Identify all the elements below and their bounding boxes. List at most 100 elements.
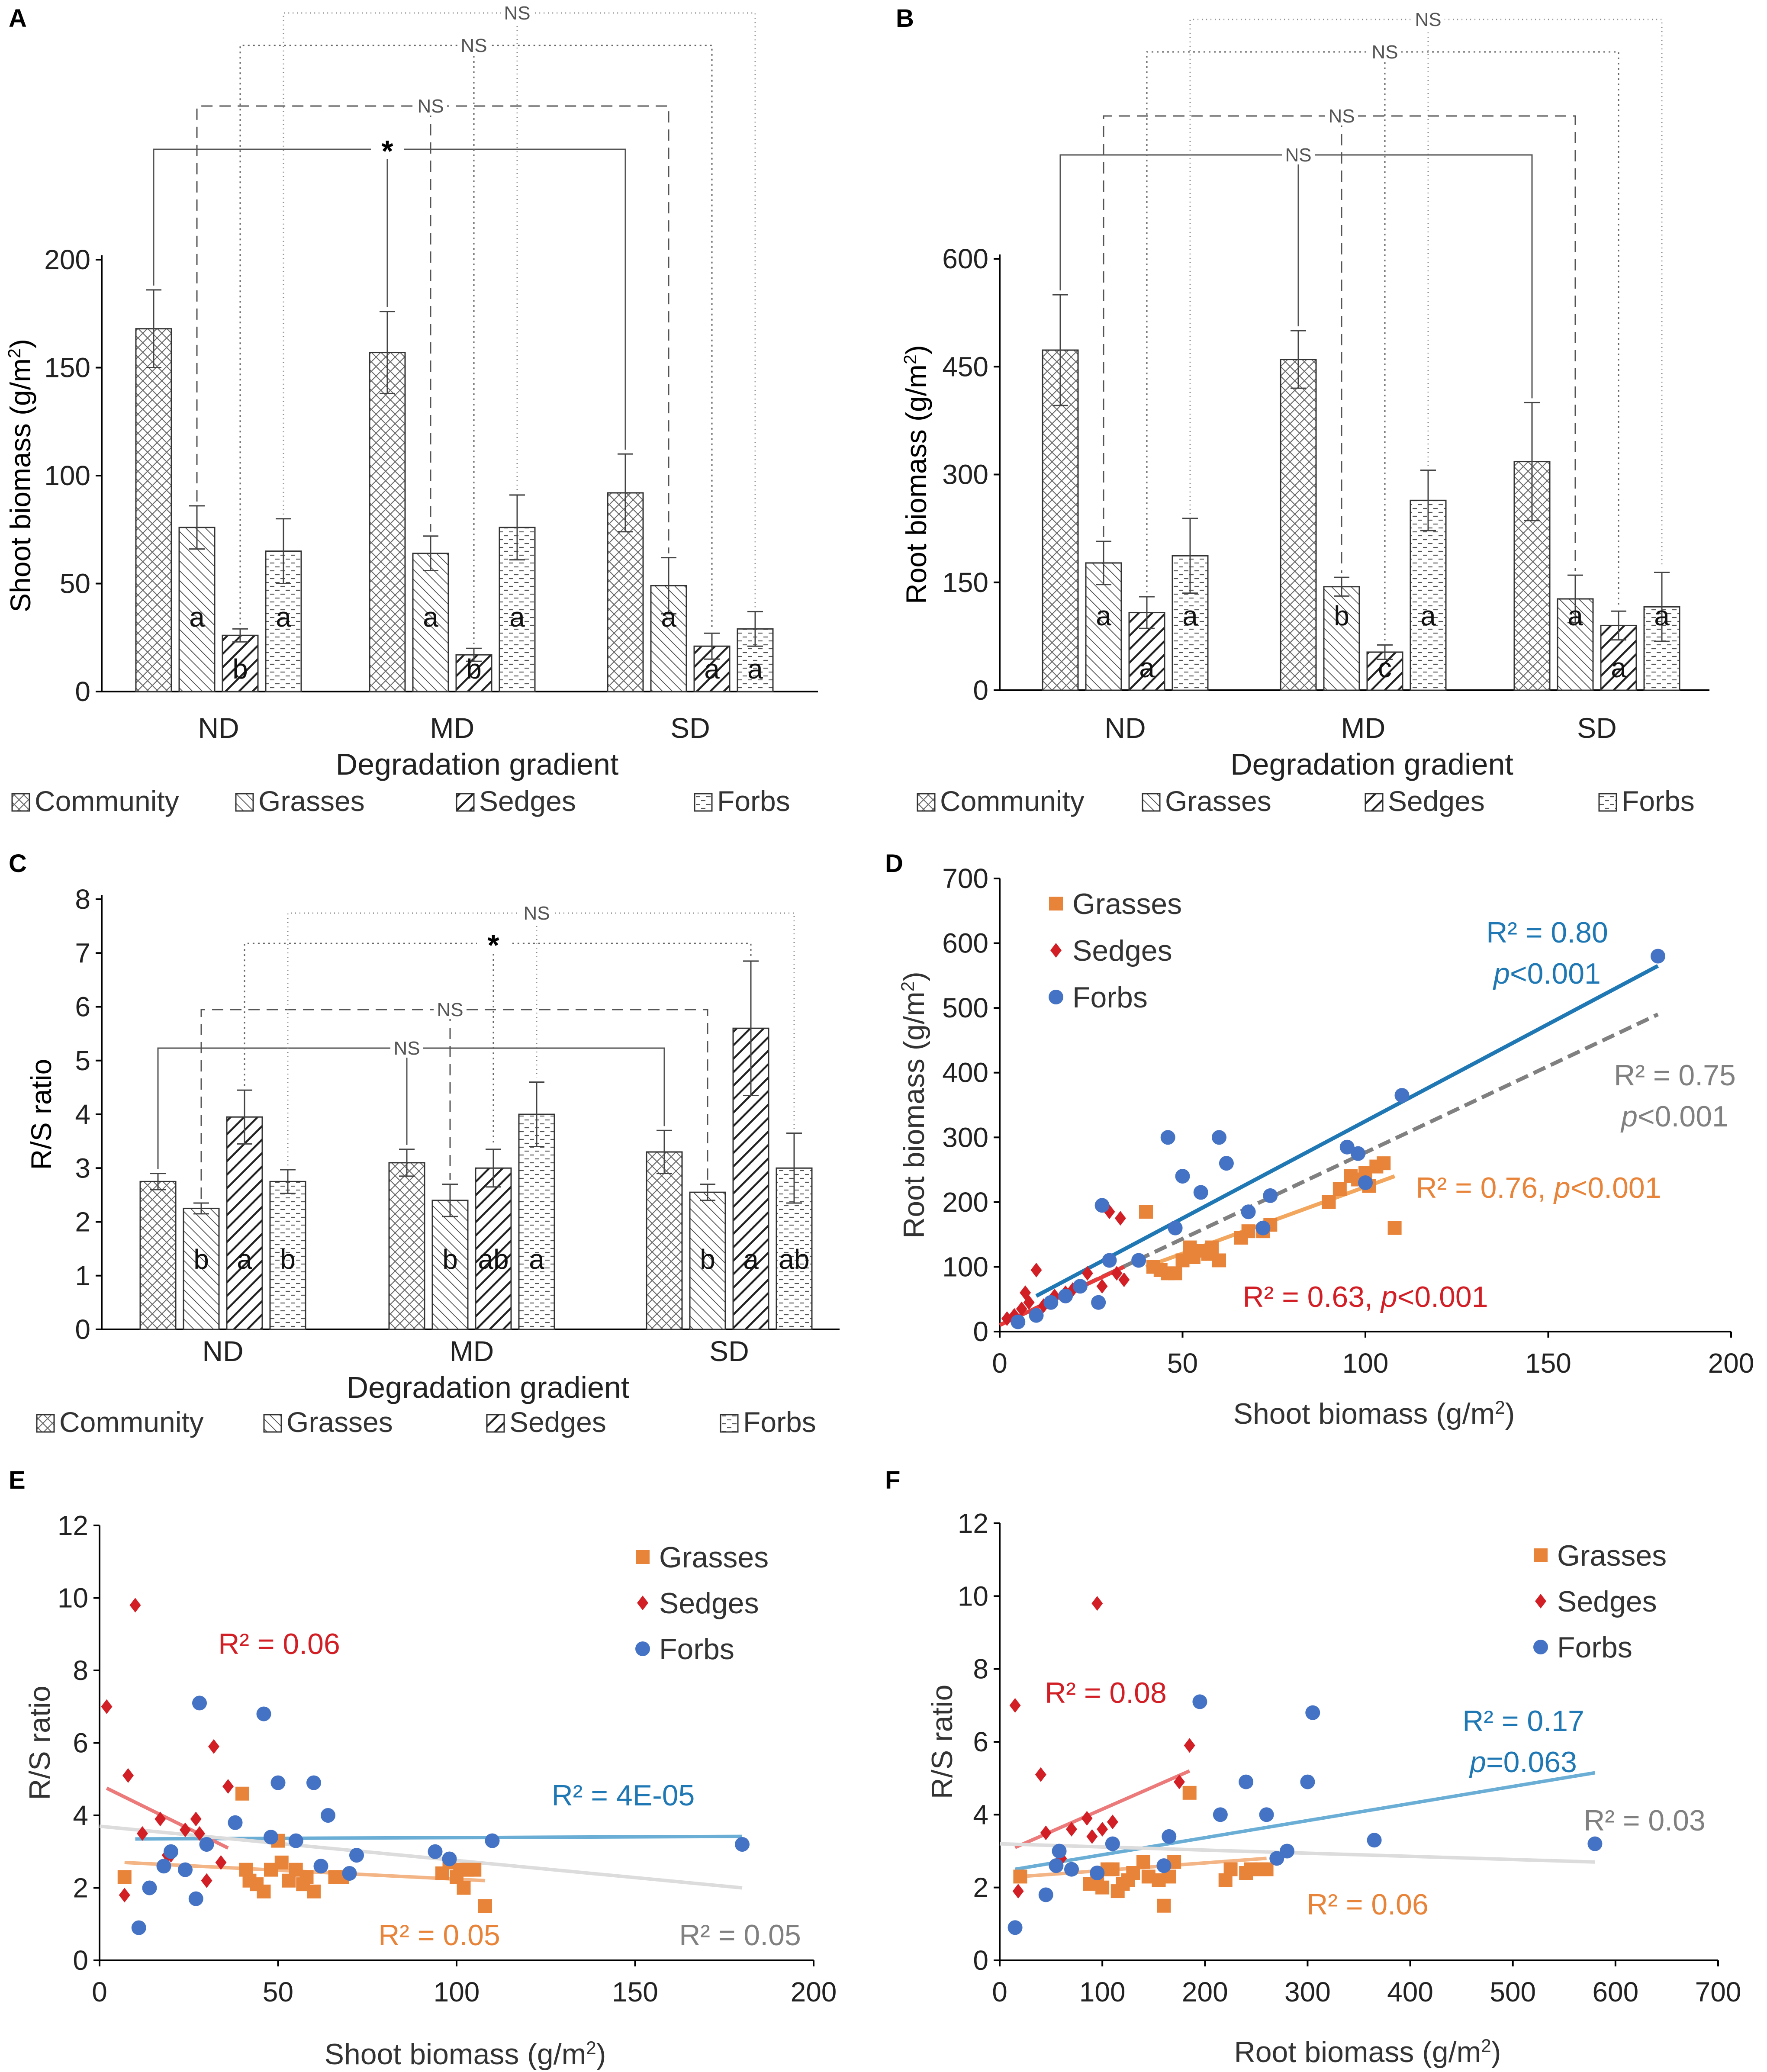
panel-letter-d: D: [885, 849, 903, 878]
point-forbs: [442, 1851, 457, 1866]
point-forbs: [1259, 1807, 1274, 1822]
point-grasses: [257, 1884, 271, 1898]
y-tick-label: 5: [75, 1045, 90, 1076]
point-forbs: [1058, 1288, 1073, 1303]
point-grasses: [1205, 1240, 1219, 1255]
point-forbs: [1255, 1220, 1271, 1235]
significance-letter: a: [1567, 600, 1583, 631]
comparison-label-bg: [457, 36, 490, 55]
bar-community-sd: [646, 1151, 683, 1330]
significance-letter: a: [1139, 652, 1155, 683]
fit-label-overall: R² = 0.05: [679, 1919, 801, 1952]
fit-line-overall: [99, 1824, 743, 1890]
x-axis-title: Degradation gradient: [336, 747, 619, 781]
significance-letter: c: [1378, 652, 1392, 683]
legend-swatch-grasses: [1142, 793, 1161, 812]
fit-line-forbs: [1035, 964, 1659, 1298]
legend-label-grasses: Grasses: [1557, 1539, 1667, 1572]
y-tick-label: 700: [942, 863, 988, 894]
x-tick-label: 200: [1708, 1348, 1754, 1379]
comparison-label-bg: [1282, 145, 1315, 164]
bar-sedges-nd: [226, 1116, 263, 1330]
point-grasses: [1322, 1195, 1336, 1209]
y-tick-label: 100: [44, 460, 90, 491]
x-axis-title: Root biomass (g/m2): [1234, 2036, 1501, 2069]
fit-line-forbs: [1014, 1771, 1596, 1871]
point-grasses: [1387, 1221, 1402, 1235]
legend-swatch-sedges: [486, 1414, 505, 1433]
x-tick-label: 200: [791, 1976, 837, 2008]
x-tick-label-md: MD: [430, 712, 475, 744]
legend-swatch-forbs: [720, 1414, 739, 1433]
comparison-bracket-forbs: [283, 12, 756, 608]
x-tick-label: 150: [1525, 1348, 1571, 1379]
x-axis-title: Shoot biomass (g/m2): [1233, 1397, 1515, 1431]
y-tick-label: 150: [44, 352, 90, 383]
point-sedges: [1009, 1698, 1021, 1713]
significance-letter: b: [466, 653, 482, 685]
point-sedges: [1097, 1822, 1108, 1837]
significance-letter: a: [1420, 600, 1436, 631]
legend-marker-grasses: [636, 1550, 650, 1564]
bar-chart-c: 0 1 2 3 4 5 6 7 8 R/S ratio Degradation gradient ND…: [25, 884, 840, 1438]
point-forbs: [321, 1808, 335, 1823]
x-tick-label: 0: [92, 1976, 107, 2008]
point-grasses: [1136, 1855, 1150, 1869]
point-sedges: [1012, 1884, 1024, 1899]
bar-community-md: [369, 352, 406, 692]
significance-letter: a: [1654, 600, 1670, 631]
x-tick-label-md: MD: [1341, 712, 1386, 744]
y-tick-label: 500: [942, 992, 988, 1023]
x-tick-label: 50: [263, 1976, 293, 2008]
point-grasses: [457, 1881, 471, 1895]
y-tick-label: 600: [942, 243, 988, 274]
bar-forbs-md: [1410, 499, 1447, 691]
fit-label-forbs: R² = 4E-05: [552, 1779, 695, 1812]
fit-label-overall: p<0.001: [1620, 1100, 1728, 1133]
point-forbs: [1367, 1833, 1382, 1848]
y-tick-label: 7: [75, 937, 90, 968]
fit-label-forbs: p=0.063: [1469, 1746, 1577, 1779]
point-sedges: [1016, 1301, 1027, 1316]
legend-swatch-community: [36, 1414, 55, 1433]
comparison-label: NS: [437, 999, 463, 1020]
legend-swatch-sedges: [1365, 793, 1384, 812]
significance-letter: b: [280, 1244, 296, 1275]
x-axis-title: Shoot biomass (g/m2): [325, 2038, 606, 2071]
point-grasses: [1241, 1224, 1255, 1239]
point-forbs: [188, 1891, 203, 1906]
point-forbs: [349, 1848, 364, 1863]
point-forbs: [199, 1837, 214, 1852]
point-forbs: [156, 1859, 171, 1874]
y-tick-label: 400: [942, 1057, 988, 1088]
point-forbs: [1156, 1858, 1172, 1873]
comparison-label-bg: [501, 3, 534, 23]
scatter-chart-d: 0 100 200 300 400 500 600 700 0 50 100 150 200 Shoot …: [898, 863, 1754, 1430]
point-grasses: [235, 1786, 249, 1801]
point-grasses: [1332, 1182, 1347, 1196]
significance-letter: ab: [478, 1244, 509, 1275]
significance-letter: a: [1096, 600, 1111, 631]
legend-swatch-grasses: [263, 1414, 282, 1433]
significance-letter: a: [529, 1244, 544, 1275]
point-sedges: [101, 1699, 113, 1714]
panel-letter-a: A: [9, 4, 27, 32]
point-forbs: [1064, 1862, 1079, 1877]
legend-swatch-community: [917, 793, 936, 812]
point-sedges: [180, 1822, 191, 1837]
point-forbs: [1219, 1156, 1234, 1171]
point-forbs: [1241, 1204, 1256, 1219]
comparison-bracket-sedges: [244, 943, 752, 1086]
point-forbs: [1052, 1844, 1067, 1859]
comparison-label: NS: [523, 903, 550, 924]
point-forbs: [1280, 1844, 1294, 1859]
significance-letter: b: [232, 653, 248, 685]
point-forbs: [1351, 1146, 1366, 1161]
x-axis-title: Degradation gradient: [1230, 747, 1513, 781]
point-grasses: [307, 1884, 321, 1898]
comparison-label: NS: [1285, 145, 1311, 166]
point-forbs: [1212, 1130, 1226, 1145]
point-sedges: [122, 1768, 134, 1783]
scatter-chart-f: 0 2 4 6 8 10 12 0 100 200 300 400 500 600 700 Root biom…: [926, 1508, 1741, 2069]
y-tick-label: 1: [75, 1260, 90, 1291]
